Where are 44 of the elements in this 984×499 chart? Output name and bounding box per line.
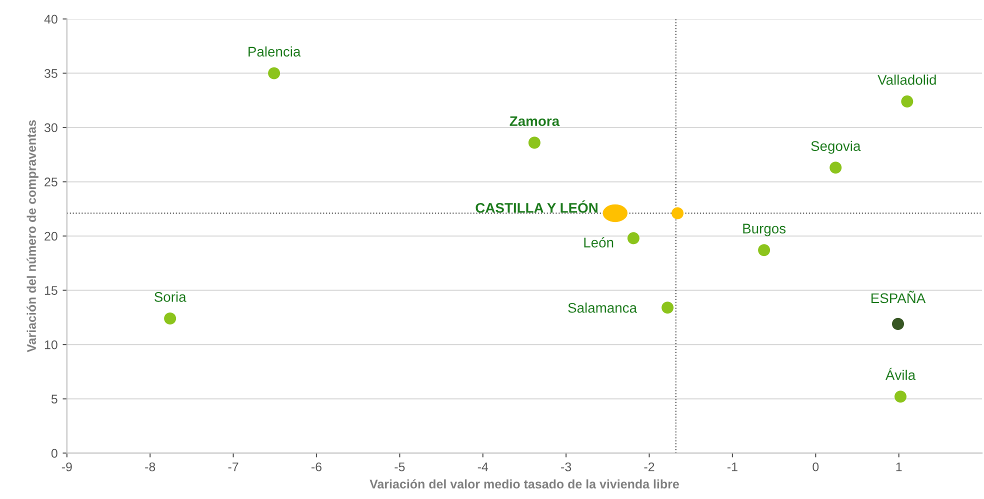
series-label: Segovia bbox=[811, 140, 861, 154]
y-tick-label: 25 bbox=[44, 178, 58, 186]
point bbox=[758, 244, 770, 256]
x-tick-label: -7 bbox=[228, 462, 238, 472]
y-tick-label: 5 bbox=[51, 394, 58, 404]
y-tick-label: 15 bbox=[44, 286, 58, 295]
point bbox=[528, 136, 540, 149]
x-tick-label: -8 bbox=[145, 462, 156, 472]
point bbox=[627, 232, 640, 244]
point bbox=[672, 207, 684, 220]
point bbox=[830, 162, 842, 174]
point bbox=[894, 390, 907, 403]
point bbox=[901, 95, 914, 108]
series-label: Ávila bbox=[885, 368, 916, 380]
x-tick-label: -9 bbox=[62, 462, 72, 472]
x-tick-label: -1 bbox=[727, 462, 738, 472]
x-tick-label: -4 bbox=[478, 462, 488, 472]
x-tick-label: 0 bbox=[812, 462, 819, 472]
series-label: Valladolid bbox=[878, 74, 936, 85]
series-label: Burgos bbox=[743, 224, 786, 236]
x-tick-label: -2 bbox=[644, 462, 654, 472]
legend-label: CASTILLA Y LEÓN bbox=[476, 200, 598, 213]
series-label: León bbox=[584, 237, 614, 248]
series-label: Soria bbox=[154, 292, 186, 302]
y-tick-label: 30 bbox=[44, 123, 58, 132]
point bbox=[268, 67, 280, 80]
y-tick-label: 40 bbox=[44, 14, 58, 24]
y-tick-label: 0 bbox=[51, 448, 58, 458]
series-label: Palencia bbox=[248, 46, 301, 57]
series-label: Salamanca bbox=[568, 302, 638, 313]
y-tick-label: 35 bbox=[44, 69, 58, 78]
x-tick-label: -5 bbox=[394, 462, 405, 472]
y-tick-label: 20 bbox=[44, 232, 58, 241]
x-tick-label: -3 bbox=[561, 462, 572, 472]
point bbox=[892, 318, 904, 330]
x-tick-label: -6 bbox=[311, 462, 322, 472]
series-label: Zamora bbox=[510, 116, 560, 126]
y-axis-title: Variación del número de compraventas bbox=[26, 120, 38, 352]
x-tick-label: 1 bbox=[896, 462, 902, 472]
point bbox=[662, 302, 674, 314]
y-tick-label: 10 bbox=[44, 340, 58, 350]
series-label: ESPAÑA bbox=[871, 290, 926, 304]
point bbox=[164, 312, 176, 325]
x-axis-title: Variación del valor medio tasado de la vivienda libre bbox=[370, 479, 679, 489]
